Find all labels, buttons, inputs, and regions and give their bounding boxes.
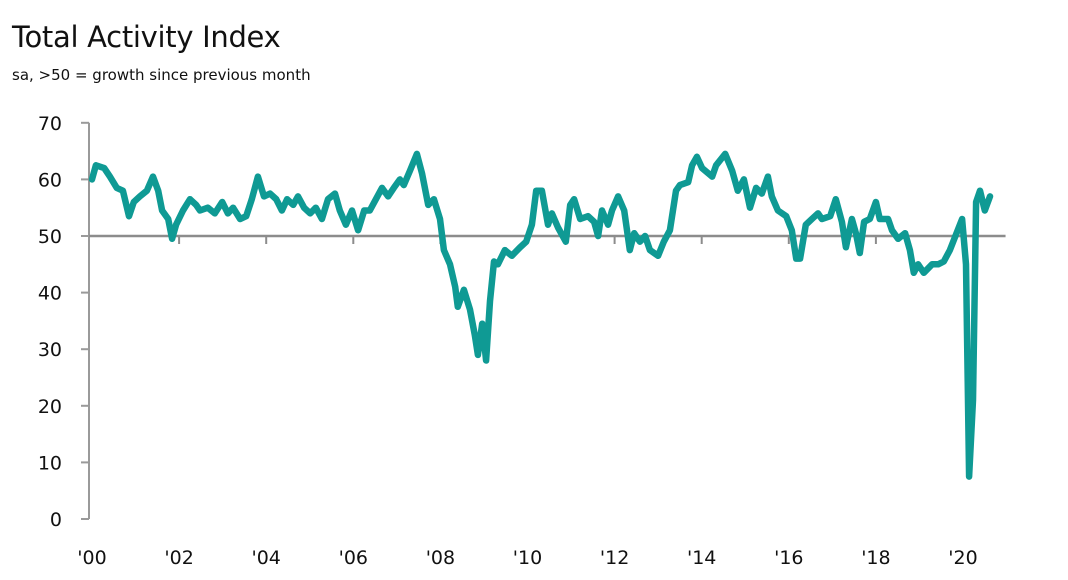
x-tick-label: '14: [687, 547, 716, 569]
chart-title: Total Activity Index: [12, 20, 281, 54]
x-tick-label: '10: [513, 547, 542, 569]
y-tick-label: 20: [38, 396, 62, 418]
x-tick-label: '16: [774, 547, 803, 569]
x-tick-label: '12: [600, 547, 629, 569]
y-tick-label: 30: [38, 339, 62, 361]
x-tick-label: '08: [426, 547, 455, 569]
y-tick-label: 60: [38, 169, 62, 191]
series-line-total-activity-index: [88, 150, 994, 480]
x-tick-label: '20: [948, 547, 977, 569]
x-tick-label: '00: [77, 547, 106, 569]
y-tick-label: 10: [38, 452, 62, 474]
x-tick-label: '18: [861, 547, 890, 569]
x-tick-label: '06: [339, 547, 368, 569]
y-tick-label: 70: [38, 113, 62, 135]
x-tick-label: '04: [251, 547, 280, 569]
chart-subtitle: sa, >50 = growth since previous month: [12, 66, 311, 84]
y-tick-label: 0: [50, 509, 62, 531]
y-tick-label: 50: [38, 226, 62, 248]
y-tick-label: 40: [38, 283, 62, 305]
x-tick-label: '02: [164, 547, 193, 569]
